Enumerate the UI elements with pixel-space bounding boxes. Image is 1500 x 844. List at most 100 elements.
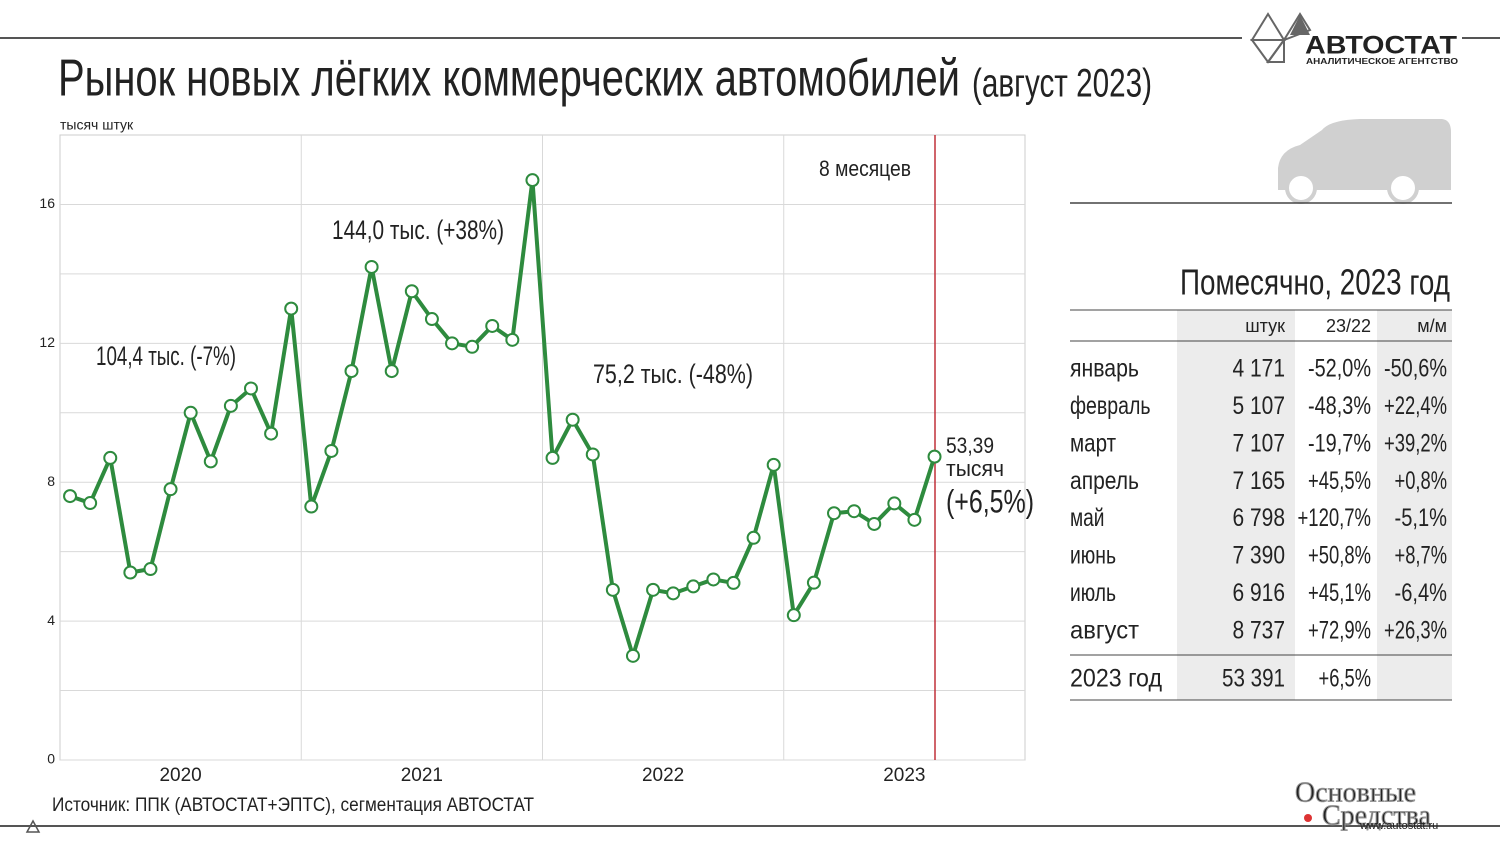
data-point — [424, 312, 439, 327]
table-row-label: 2023 год — [1070, 665, 1162, 693]
table-cell: -19,7% — [1308, 429, 1371, 457]
table-cell: +45,1% — [1308, 579, 1371, 607]
data-point — [806, 575, 821, 590]
table-cell: +8,7% — [1395, 542, 1448, 570]
data-point — [686, 579, 701, 594]
data-point — [223, 398, 238, 413]
data-point — [465, 339, 480, 354]
chart-title: Рынок новых лёгких коммерческих автомоби… — [58, 50, 960, 108]
table-cell: +39,2% — [1384, 429, 1447, 457]
y-tick-label: 0 — [47, 751, 55, 767]
table-cell: 53 391 — [1222, 665, 1285, 693]
table-header: 23/22 — [1326, 316, 1371, 336]
table-header: штук — [1245, 316, 1285, 336]
logo-icon — [1290, 15, 1310, 35]
corner-icon — [25, 819, 41, 833]
last-value-label: тысяч — [946, 456, 1004, 481]
table-cell: +22,4% — [1384, 392, 1447, 420]
data-point — [605, 582, 620, 597]
y-tick-label: 8 — [47, 473, 55, 489]
table-cell: -50,6% — [1384, 355, 1447, 383]
table-cell: -48,3% — [1308, 392, 1371, 420]
table-cell: 7 165 — [1233, 467, 1286, 495]
data-point — [123, 565, 138, 580]
source: Источник: ППК (АВТОСТАТ+ЭПТС), сегментац… — [52, 795, 534, 816]
data-point — [867, 516, 882, 531]
table-cell: +0,8% — [1395, 467, 1448, 495]
table-cell: +45,5% — [1308, 467, 1371, 495]
table-cell: +26,3% — [1384, 616, 1447, 644]
table-cell: 6 798 — [1233, 504, 1286, 532]
table-row-label: январь — [1070, 355, 1139, 383]
table-header: м/м — [1417, 316, 1447, 336]
table-cell: 7 107 — [1233, 429, 1286, 457]
table-cell: +120,7% — [1298, 504, 1372, 532]
data-point — [83, 496, 98, 511]
data-point — [545, 450, 560, 465]
table-shade — [1177, 310, 1295, 700]
data-point — [907, 512, 922, 527]
data-point — [324, 443, 339, 458]
x-tick-label: 2022 — [642, 765, 684, 786]
data-point — [927, 449, 942, 464]
annotation: 144,0 тыс. (+38%) — [332, 215, 504, 245]
data-point — [203, 454, 218, 469]
table-row-label: июль — [1070, 579, 1116, 607]
data-point — [183, 405, 198, 420]
x-tick-label: 2020 — [159, 765, 201, 786]
x-tick-label: 2023 — [883, 765, 925, 786]
table-cell: 6 916 — [1233, 579, 1286, 607]
data-point — [706, 572, 721, 587]
data-point — [525, 173, 540, 188]
period-label: 8 месяцев — [819, 156, 911, 181]
table-cell: 5 107 — [1233, 392, 1286, 420]
data-point — [404, 284, 419, 299]
data-point — [847, 504, 862, 519]
table-cell: -6,4% — [1395, 579, 1448, 607]
last-value-label: (+6,5%) — [946, 483, 1034, 519]
data-point — [646, 582, 661, 597]
table-row-label: июнь — [1070, 542, 1116, 570]
annotation: 104,4 тыс. (-7%) — [96, 341, 236, 371]
data-point — [304, 499, 319, 514]
table-row-label: февраль — [1070, 392, 1151, 420]
data-point — [786, 608, 801, 623]
watermark-text: Основные — [1295, 777, 1416, 808]
data-point — [445, 336, 460, 351]
data-point — [163, 482, 178, 497]
watermark-dot — [1304, 814, 1312, 822]
data-point — [243, 381, 258, 396]
x-tick-label: 2021 — [401, 765, 443, 786]
table-shade — [1377, 310, 1452, 700]
data-point — [384, 364, 399, 379]
data-point — [766, 457, 781, 472]
y-tick-label: 4 — [47, 612, 55, 628]
data-point — [63, 489, 78, 504]
series-line — [69, 178, 937, 658]
table-title: Помесячно, 2023 год — [1180, 262, 1450, 303]
table-row-label: март — [1070, 429, 1116, 457]
table-row-label: август — [1070, 616, 1140, 644]
data-point — [284, 301, 299, 316]
table-cell: +50,8% — [1308, 542, 1371, 570]
y-tick-label: 12 — [39, 334, 55, 350]
data-point — [726, 575, 741, 590]
watermark-site: www.autostat.ru — [1359, 820, 1438, 832]
table-cell: 7 390 — [1233, 542, 1286, 570]
chart-subtitle: (август 2023) — [972, 62, 1152, 106]
data-point — [585, 447, 600, 462]
table-row-label: апрель — [1070, 467, 1139, 495]
data-point — [666, 586, 681, 601]
data-point — [264, 426, 279, 441]
data-point — [746, 530, 761, 545]
table-row-label: май — [1070, 504, 1105, 532]
table-cell: +72,9% — [1308, 616, 1371, 644]
data-point — [103, 450, 118, 465]
logo-tagline: АНАЛИТИЧЕСКОЕ АГЕНТСТВО — [1306, 57, 1458, 66]
table-cell: 8 737 — [1233, 616, 1286, 644]
table-cell: +6,5% — [1319, 665, 1372, 693]
watermark: Основные Средства www.autostat.ru — [1295, 777, 1439, 832]
annotation: 75,2 тыс. (-48%) — [593, 359, 753, 389]
last-value-label: 53,39 — [946, 433, 994, 458]
